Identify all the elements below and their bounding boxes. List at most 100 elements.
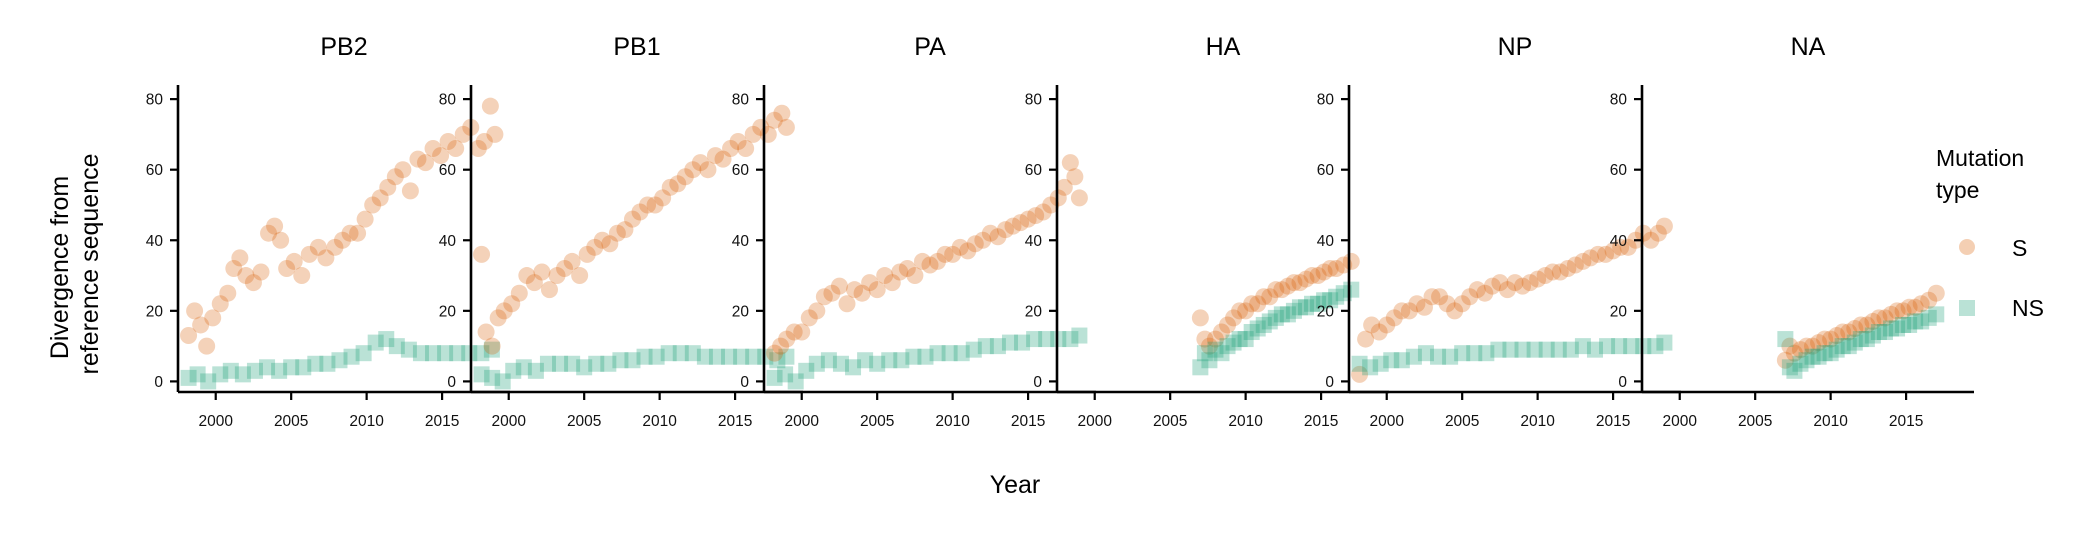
point-ns: [200, 373, 217, 390]
point-ns: [684, 345, 701, 362]
x-tick-label-pa: 2000: [784, 413, 819, 430]
point-s: [252, 263, 270, 281]
point-ns: [1840, 338, 1857, 355]
point-s: [563, 252, 581, 270]
y-tick-label-pa: 0: [740, 374, 749, 391]
panel-title-na: NA: [1791, 33, 1826, 61]
point-s: [525, 274, 543, 292]
point-s: [1231, 302, 1249, 320]
panel-title-pb1: PB1: [613, 33, 660, 61]
point-ns: [600, 355, 617, 372]
point-ns: [636, 348, 653, 365]
point-s: [966, 235, 984, 253]
point-s: [691, 154, 709, 172]
y-tick-label-pb2: 80: [146, 92, 164, 109]
point-s: [601, 235, 619, 253]
y-tick-label-ha: 20: [1025, 303, 1043, 320]
point-ns: [1261, 313, 1278, 330]
point-ns: [1526, 341, 1543, 358]
point-s: [1888, 302, 1906, 320]
point-ns: [234, 366, 251, 383]
point-s: [578, 245, 596, 263]
y-tick-label-pa: 40: [732, 233, 750, 250]
point-ns: [798, 362, 815, 379]
x-tick-label-pb1: 2000: [491, 413, 526, 430]
point-s: [1357, 330, 1375, 348]
point-ns: [388, 338, 405, 355]
point-s: [1012, 214, 1030, 232]
point-ns: [1623, 338, 1640, 355]
point-ns: [1586, 341, 1603, 358]
point-ns: [941, 345, 958, 362]
point-s: [729, 132, 747, 150]
point-s: [1370, 323, 1388, 341]
point-s: [936, 245, 954, 263]
point-s: [300, 245, 318, 263]
point-s: [616, 221, 634, 239]
point-ns: [1611, 338, 1628, 355]
point-s: [495, 302, 513, 320]
point-ns: [1454, 345, 1471, 362]
point-s: [1279, 277, 1297, 295]
point-ns: [180, 369, 197, 386]
point-s: [593, 231, 611, 249]
point-s: [737, 140, 755, 158]
point-s: [1309, 267, 1327, 285]
point-ns: [612, 352, 629, 369]
point-s: [1206, 330, 1224, 348]
point-ns: [539, 355, 556, 372]
point-ns: [425, 345, 442, 362]
x-tick-label-na: 2005: [1738, 413, 1772, 430]
point-s: [906, 267, 924, 285]
point-ns: [745, 348, 762, 365]
y-tick-label-ha: 40: [1025, 233, 1043, 250]
point-s: [1810, 334, 1828, 352]
point-s: [486, 125, 504, 143]
y-axis-title-line-2: reference sequence: [76, 154, 104, 375]
point-s: [379, 178, 397, 196]
point-ns: [1792, 355, 1809, 372]
panel-np: NP 0 20 40 60 80 2000 2005 2010 2015: [1317, 33, 1681, 430]
point-s: [853, 284, 871, 302]
point-s: [876, 267, 894, 285]
x-tick-label-np: 2000: [1369, 413, 1404, 430]
point-s: [1249, 295, 1267, 313]
point-s: [1566, 256, 1584, 274]
point-ns: [1405, 348, 1422, 365]
point-ns: [378, 331, 395, 348]
point-s: [285, 252, 303, 270]
point-s: [1506, 274, 1524, 292]
x-tick-label-ha: 2000: [1077, 413, 1112, 430]
point-ns: [1273, 306, 1290, 323]
point-s: [1529, 270, 1547, 288]
x-tick-label-na: 2010: [1813, 413, 1848, 430]
point-ns: [355, 345, 372, 362]
y-tick-label-na: 20: [1610, 303, 1628, 320]
point-s: [556, 259, 574, 277]
point-s: [1196, 330, 1214, 348]
point-ns: [1781, 359, 1798, 376]
point-s: [293, 267, 311, 285]
panel-title-ha: HA: [1206, 33, 1241, 61]
series-s-pb2: [180, 97, 504, 355]
point-s: [1927, 284, 1945, 302]
point-ns: [777, 366, 794, 383]
panel-pb2: PB2 0 20 40 60 80 2000 2005 2010 2015: [146, 33, 510, 430]
series-s-pa: [766, 154, 1088, 362]
panel-title-np: NP: [1498, 33, 1533, 61]
point-ns: [461, 345, 478, 362]
panel-pb1: PB1 0 20 40 60 80 2000 2005 2010 2015: [439, 33, 803, 430]
point-ns: [1417, 345, 1434, 362]
y-tick-label-pb1: 60: [439, 162, 457, 179]
point-ns: [1810, 348, 1827, 365]
point-s: [1468, 281, 1486, 299]
point-s: [1291, 274, 1309, 292]
point-s: [838, 295, 856, 313]
point-ns: [1310, 295, 1327, 312]
series-ns-pa: [766, 327, 1088, 390]
series-ns-pb1: [473, 345, 795, 390]
point-ns: [766, 369, 783, 386]
point-ns: [437, 345, 454, 362]
legend-title-line-1: Mutation: [1936, 145, 2024, 171]
point-s: [219, 284, 237, 302]
